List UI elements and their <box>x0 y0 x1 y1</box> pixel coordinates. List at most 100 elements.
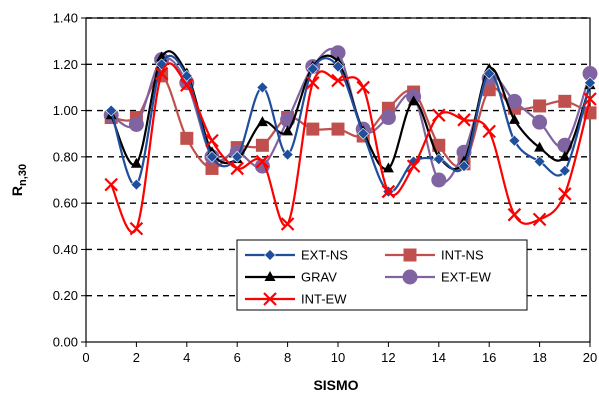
data-point <box>532 114 548 130</box>
legend-marker <box>264 249 276 261</box>
data-point <box>306 76 320 90</box>
data-point <box>129 221 144 236</box>
x-tick-label: 12 <box>381 350 395 365</box>
legend-label: EXT-NS <box>301 248 348 263</box>
data-point <box>584 76 596 89</box>
legend-label: GRAV <box>301 270 337 285</box>
data-point <box>205 133 219 148</box>
data-point <box>533 155 546 168</box>
data-point <box>306 62 319 75</box>
legend-item-int-ew: INT-EW <box>245 292 347 307</box>
data-point <box>255 138 269 152</box>
data-point <box>432 153 445 166</box>
y-axis-title-sub: n,30 <box>17 164 29 186</box>
data-point <box>356 80 370 95</box>
legend-item-ext-ew: EXT-EW <box>385 269 492 285</box>
legend-marker <box>264 271 276 281</box>
data-point <box>582 66 598 82</box>
x-tick-label: 20 <box>583 350 597 365</box>
data-point <box>458 160 470 173</box>
data-point <box>583 92 597 106</box>
data-point <box>105 104 118 117</box>
data-point <box>431 172 447 188</box>
data-point <box>559 150 571 161</box>
x-tick-label: 18 <box>532 350 546 365</box>
plot-frame <box>85 17 591 343</box>
data-point <box>281 148 294 161</box>
data-point <box>330 45 346 61</box>
y-tick-label: 1.00 <box>53 103 78 118</box>
data-point <box>256 81 269 94</box>
x-tick-label: 16 <box>482 350 496 365</box>
data-point <box>558 187 572 201</box>
legend: EXT-NS INT-NS GRAV EXT-EW INT-EW <box>236 239 528 311</box>
data-point <box>256 116 268 127</box>
series-ext-ns <box>105 54 596 198</box>
data-point <box>432 108 446 122</box>
y-axis-title-main: R <box>9 186 25 196</box>
series-int-ns <box>104 69 597 175</box>
data-point <box>282 125 294 136</box>
data-point <box>508 113 520 124</box>
data-point <box>408 95 420 106</box>
legend-label: EXT-EW <box>441 270 492 285</box>
data-point <box>532 212 547 227</box>
legend-item-ext-ns: EXT-NS <box>245 248 348 263</box>
x-tick-label: 10 <box>331 350 345 365</box>
data-point <box>382 162 394 173</box>
series-int-ew <box>104 62 597 236</box>
data-point <box>457 113 471 127</box>
x-tick-label: 0 <box>82 350 89 365</box>
x-tick-label: 2 <box>133 350 140 365</box>
data-point <box>558 164 571 177</box>
y-tick-label: 0.80 <box>53 149 78 164</box>
y-tick-label: 1.40 <box>53 11 78 26</box>
data-point <box>357 127 370 140</box>
plot-area <box>103 45 598 236</box>
legend-marker <box>403 248 417 262</box>
data-point <box>280 217 295 231</box>
data-point <box>381 184 396 199</box>
legend-marker <box>263 292 277 306</box>
y-tick-label: 0.20 <box>53 288 78 303</box>
legend-item-grav: GRAV <box>245 270 337 285</box>
y-tick-label: 1.20 <box>53 57 78 72</box>
data-point <box>482 124 496 139</box>
data-point <box>255 154 270 169</box>
data-point <box>180 131 194 145</box>
x-tick-label: 4 <box>183 350 190 365</box>
data-point <box>332 60 344 73</box>
data-point <box>130 178 143 191</box>
data-point <box>508 134 521 147</box>
data-point <box>230 161 244 176</box>
data-point <box>331 122 345 136</box>
data-point <box>506 93 522 109</box>
data-point <box>104 177 118 192</box>
data-point <box>180 78 194 92</box>
x-axis-title: SISMO <box>313 377 358 393</box>
data-point <box>206 150 218 163</box>
data-point <box>331 73 345 88</box>
data-point <box>534 141 546 152</box>
legend-marker <box>402 269 418 285</box>
x-tick-label: 8 <box>284 350 291 365</box>
y-tick-label: 0.60 <box>53 196 78 211</box>
y-axis-title: Rn,30 <box>9 164 29 196</box>
x-tick-label: 6 <box>234 350 241 365</box>
data-point <box>130 157 142 168</box>
legend-item-int-ns: INT-NS <box>385 248 484 263</box>
axes: 0.00 0.20 0.40 0.60 0.80 1.00 1.20 1.40 0 2 4 6 8 10 1… <box>53 11 598 366</box>
x-tick-label: 14 <box>432 350 446 365</box>
data-point <box>205 161 219 175</box>
data-point <box>180 69 193 82</box>
y-tick-label: 0.00 <box>53 335 78 350</box>
data-point <box>483 67 496 80</box>
data-point <box>406 159 421 173</box>
data-point <box>380 110 396 126</box>
data-point <box>231 150 244 163</box>
y-tick-label: 0.40 <box>53 242 78 257</box>
legend-label: INT-EW <box>301 292 347 307</box>
data-point <box>558 94 572 108</box>
legend-label: INT-NS <box>441 248 484 263</box>
